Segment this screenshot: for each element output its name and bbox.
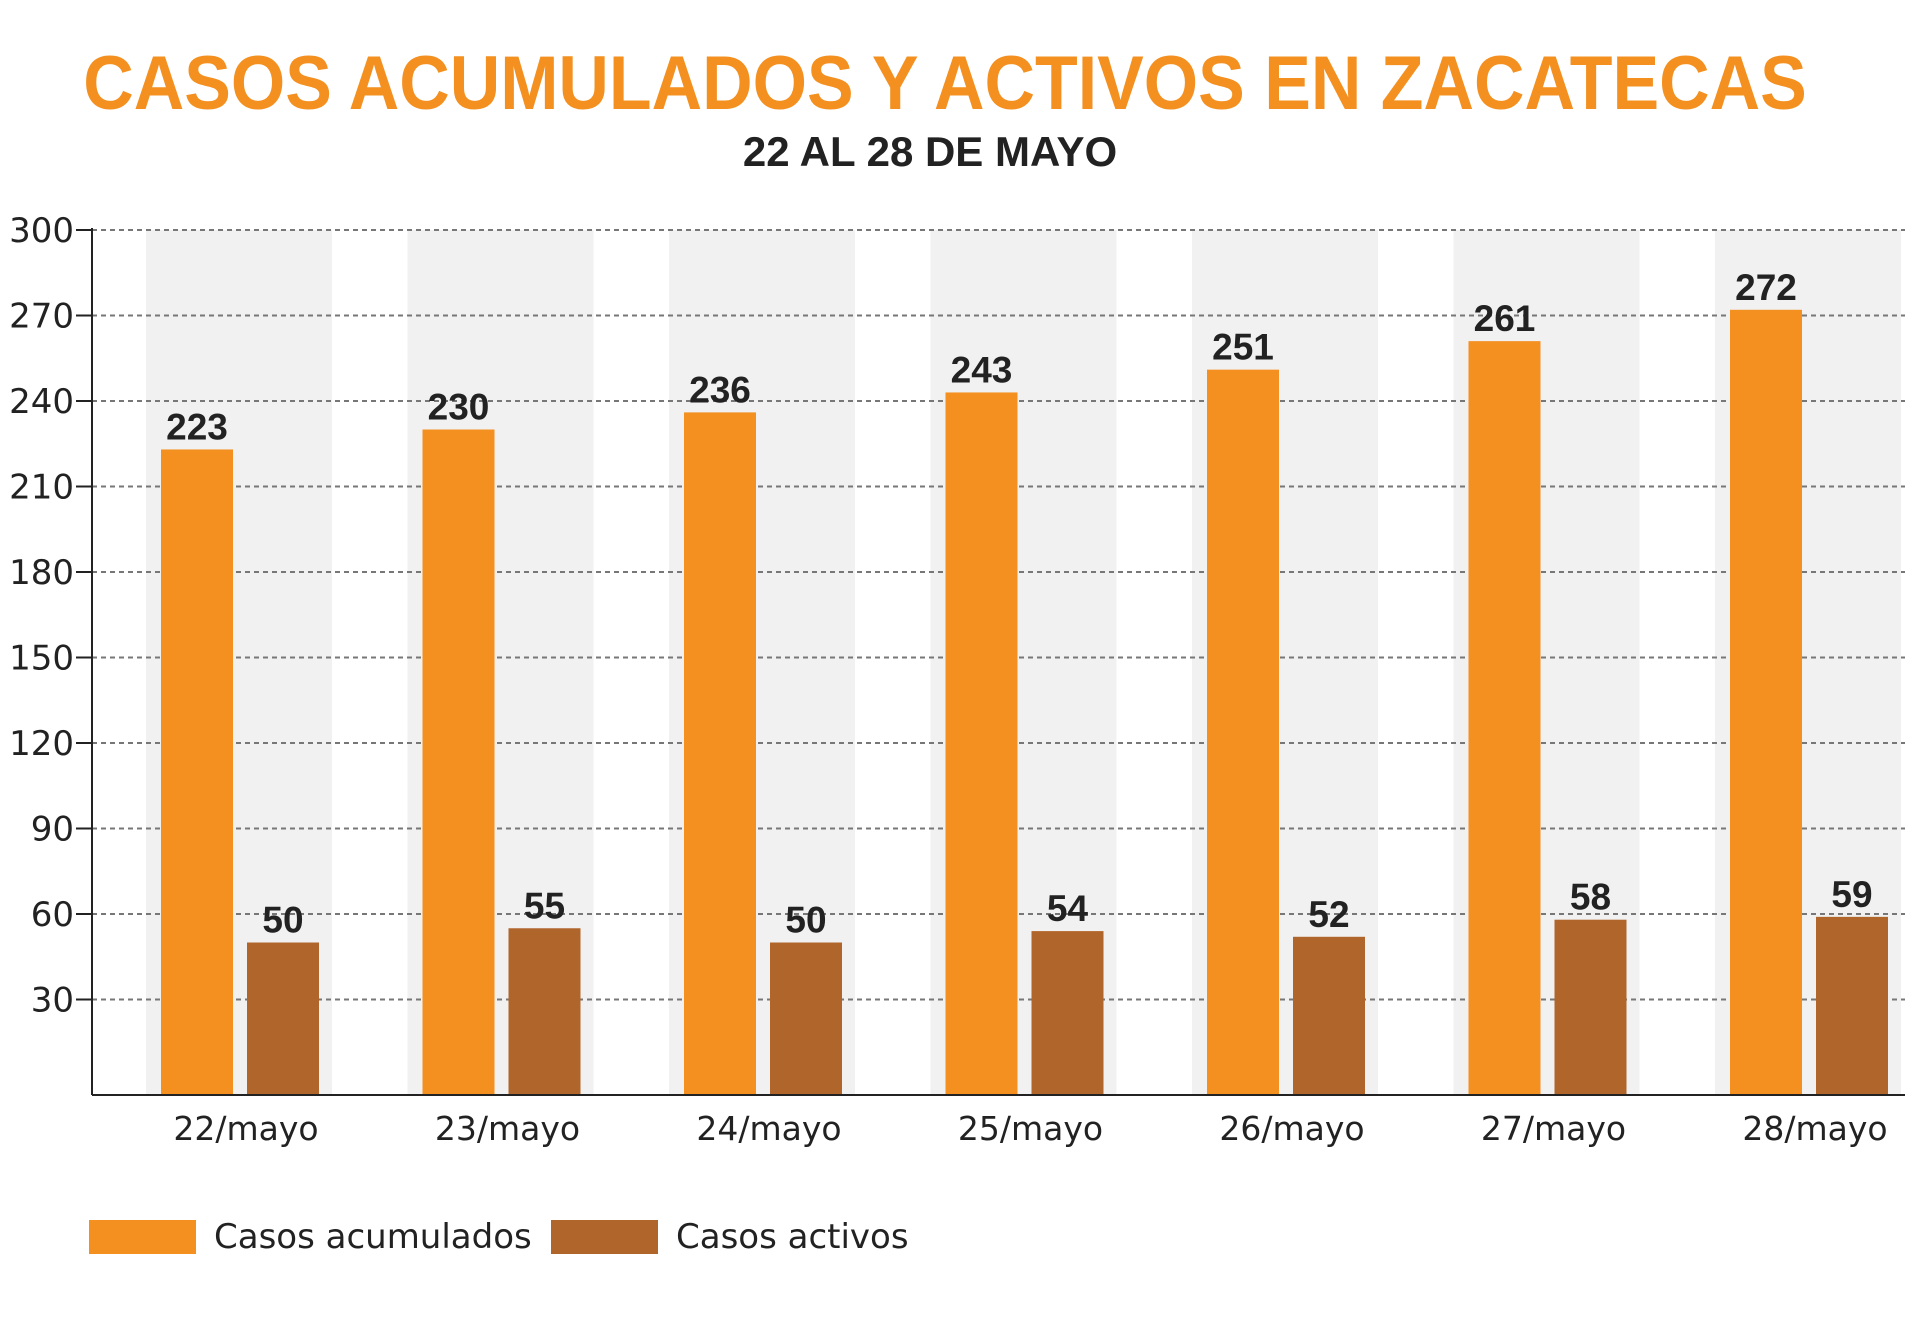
y-tick-label: 240 <box>9 382 74 422</box>
legend-swatch-activos <box>551 1220 658 1254</box>
bar <box>684 412 756 1095</box>
chart-title: CASOS ACUMULADOS Y ACTIVOS EN ZACATECAS <box>83 41 1807 126</box>
bar <box>1468 341 1541 1095</box>
data-label: 236 <box>689 369 751 410</box>
chart-subtitle: 22 AL 28 DE MAYO <box>742 128 1118 175</box>
data-label: 54 <box>1047 888 1089 929</box>
y-tick-label: 300 <box>9 211 74 251</box>
legend-swatch-acumulados <box>89 1220 196 1254</box>
legend-label: Casos acumulados <box>214 1217 532 1257</box>
bar <box>247 942 319 1095</box>
legend-item-acumulados: Casos acumulados <box>89 1217 532 1257</box>
y-tick-label: 30 <box>31 981 74 1021</box>
bar <box>508 928 581 1095</box>
data-label: 223 <box>166 406 228 447</box>
y-tick-label: 180 <box>9 553 74 593</box>
data-label: 230 <box>428 387 490 428</box>
bar <box>1730 309 1802 1095</box>
bar <box>161 449 233 1095</box>
y-tick-label: 150 <box>9 639 74 679</box>
x-tick-label: 22/mayo <box>173 1109 318 1148</box>
legend-item-activos: Casos activos <box>551 1217 909 1257</box>
bar <box>945 392 1018 1095</box>
bar <box>422 429 495 1095</box>
x-tick-label: 27/mayo <box>1481 1109 1626 1148</box>
data-label: 58 <box>1570 877 1611 918</box>
bar <box>1816 916 1888 1095</box>
y-tick-label: 270 <box>9 297 74 337</box>
y-tick-label: 60 <box>31 895 74 935</box>
x-tick-label: 26/mayo <box>1219 1109 1364 1148</box>
bar <box>1293 936 1365 1095</box>
y-tick-label: 210 <box>9 468 74 508</box>
data-label: 52 <box>1308 894 1349 935</box>
bar <box>1207 369 1279 1095</box>
x-tick-label: 24/mayo <box>696 1109 841 1148</box>
data-label: 55 <box>524 885 565 926</box>
x-tick-label: 25/mayo <box>958 1109 1103 1148</box>
data-label: 272 <box>1735 267 1797 308</box>
data-label: 251 <box>1212 327 1274 368</box>
data-label: 243 <box>951 349 1013 390</box>
y-tick-label: 90 <box>31 810 74 850</box>
bar <box>1554 919 1627 1095</box>
bar <box>1031 931 1104 1095</box>
x-tick-label: 28/mayo <box>1742 1109 1887 1148</box>
data-label: 261 <box>1474 298 1536 339</box>
legend-label: Casos activos <box>676 1217 909 1257</box>
data-label: 50 <box>785 900 826 941</box>
data-label: 59 <box>1831 874 1872 915</box>
bar <box>770 942 842 1095</box>
data-label: 50 <box>262 900 303 941</box>
y-tick-label: 120 <box>9 724 74 764</box>
x-tick-label: 23/mayo <box>435 1109 580 1148</box>
